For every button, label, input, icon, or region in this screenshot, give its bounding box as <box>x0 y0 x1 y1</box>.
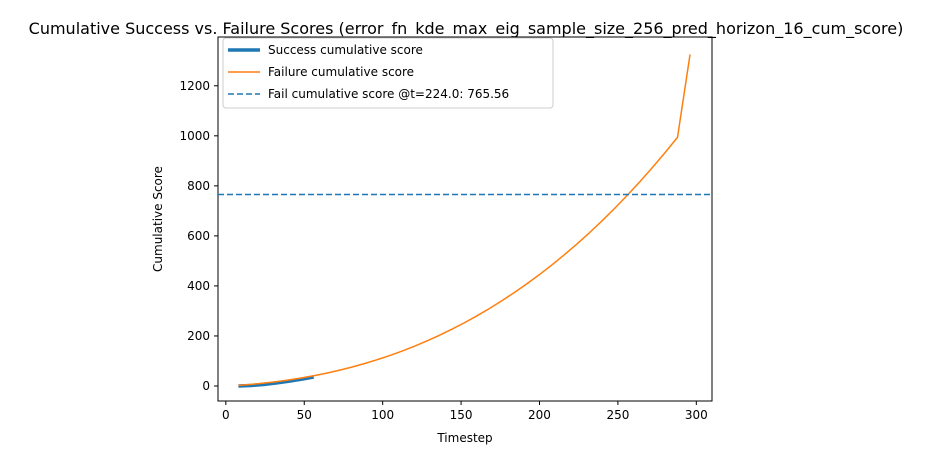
x-axis-ticks: 0 50 100 150 200 250 300 <box>222 401 708 422</box>
y-tick-label: 400 <box>187 279 210 293</box>
y-tick-label: 800 <box>187 179 210 193</box>
x-tick-label: 200 <box>528 408 551 422</box>
y-tick-label: 600 <box>187 229 210 243</box>
y-tick-label: 200 <box>187 329 210 343</box>
x-tick-label: 100 <box>371 408 394 422</box>
chart-title: Cumulative Success vs. Failure Scores (e… <box>29 19 904 39</box>
series-line-failure <box>238 54 691 387</box>
legend-entry-fail-threshold-label: Fail cumulative score @t=224.0: 765.56 <box>268 87 509 101</box>
y-tick-label: 1200 <box>179 79 210 93</box>
legend: Success cumulative score Failure cumulati… <box>222 37 554 109</box>
y-axis-label: Cumulative Score <box>151 166 165 272</box>
x-axis-label: Timestep <box>436 431 492 445</box>
plot-frame <box>217 36 713 402</box>
series-line-success <box>238 375 314 388</box>
legend-entry-success-label: Success cumulative score <box>268 43 423 57</box>
x-tick-label: 150 <box>450 408 473 422</box>
x-tick-label: 300 <box>685 408 708 422</box>
x-tick-label: 50 <box>297 408 312 422</box>
y-axis-ticks: 0 200 400 600 800 1000 1200 <box>179 79 218 393</box>
series-layer <box>218 54 712 388</box>
y-tick-label: 1000 <box>179 129 210 143</box>
y-tick-label: 0 <box>202 379 210 393</box>
legend-box <box>222 37 554 109</box>
legend-entry-failure-label: Failure cumulative score <box>268 65 414 79</box>
x-tick-label: 0 <box>222 408 230 422</box>
x-tick-label: 250 <box>606 408 629 422</box>
plot-area <box>217 36 713 402</box>
